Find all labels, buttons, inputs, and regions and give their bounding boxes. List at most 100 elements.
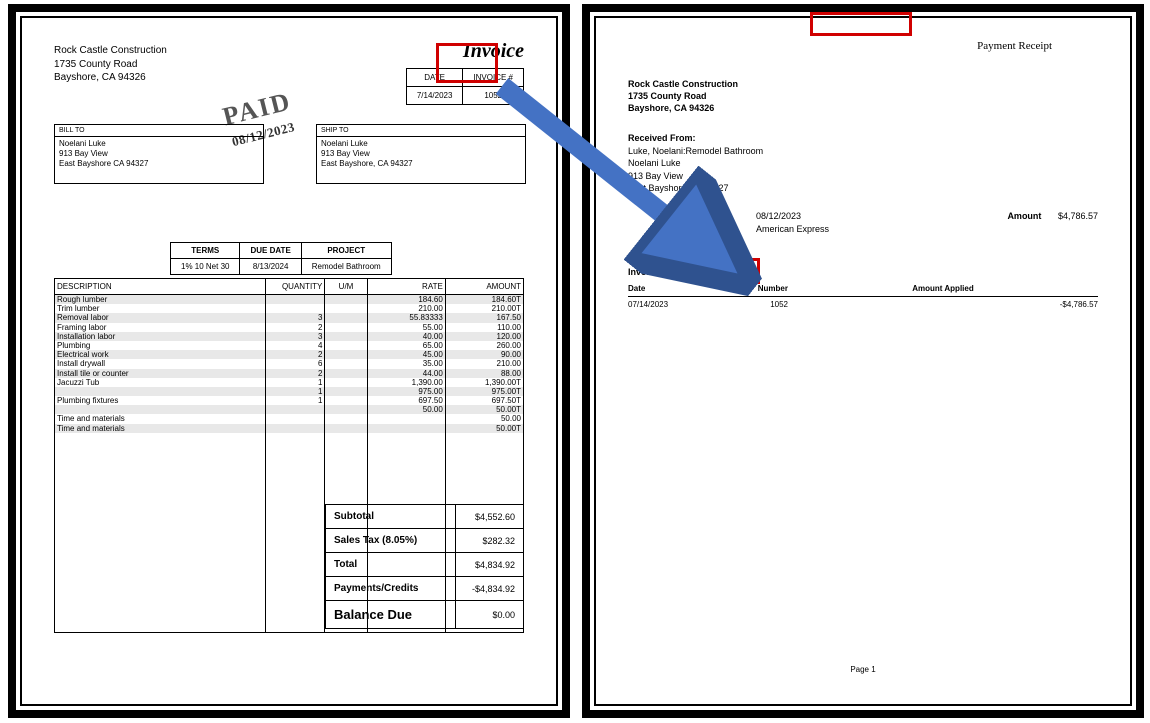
line-rate: 50.00 xyxy=(367,405,445,414)
line-um xyxy=(325,396,367,405)
line-rate: 44.00 xyxy=(367,369,445,378)
line-um xyxy=(325,424,367,433)
tax-label: Sales Tax (8.05%) xyxy=(326,529,456,553)
line-qty: 1 xyxy=(266,378,325,387)
subtotal-value: $4,552.60 xyxy=(456,505,524,529)
payments-value: -$4,834.92 xyxy=(456,577,524,601)
invoice-page: Rock Castle Construction 1735 County Roa… xyxy=(8,4,570,718)
table-row: 50.0050.00T xyxy=(55,405,524,414)
col-amount: AMOUNT xyxy=(445,279,523,295)
receipt-inner: Payment Receipt Rock Castle Construction… xyxy=(604,26,1122,696)
paid-date: 07/14/2023 xyxy=(628,299,708,310)
receipt-title: Payment Receipt xyxy=(977,40,1052,52)
line-qty: 1 xyxy=(266,387,325,396)
terms-value: 1% 10 Net 30 xyxy=(171,259,240,275)
line-rate: 697.50 xyxy=(367,396,445,405)
line-amount: 88.00 xyxy=(445,369,523,378)
line-desc: Plumbing fixtures xyxy=(55,396,266,405)
line-rate: 65.00 xyxy=(367,341,445,350)
amount-block: Amount $4,786.57 xyxy=(1007,210,1098,223)
table-row: Electrical work245.0090.00 xyxy=(55,350,524,359)
line-qty: 2 xyxy=(266,350,325,359)
table-row: Plumbing fixtures1697.50697.50T xyxy=(55,396,524,405)
line-desc: Install drywall xyxy=(55,359,266,368)
line-qty xyxy=(266,424,325,433)
tax-value: $282.32 xyxy=(456,529,524,553)
ship-to-city: East Bayshore, CA 94327 xyxy=(321,159,521,169)
received-from-block: Received From: Luke, Noelani:Remodel Bat… xyxy=(628,132,763,195)
line-um xyxy=(325,387,367,396)
line-desc: Removal labor xyxy=(55,313,266,322)
line-qty: 4 xyxy=(266,341,325,350)
received-from-label: Received From: xyxy=(628,132,763,145)
due-header: DUE DATE xyxy=(240,243,301,259)
highlight-receipt-number xyxy=(698,258,760,284)
line-desc xyxy=(55,387,266,396)
line-rate xyxy=(367,414,445,423)
r-company-street: 1735 County Road xyxy=(628,90,738,102)
ref-label: Ref. No. xyxy=(660,235,756,248)
line-desc: Electrical work xyxy=(55,350,266,359)
method: American Express xyxy=(756,223,829,236)
line-qty: 6 xyxy=(266,359,325,368)
balance-value: $0.00 xyxy=(456,601,524,629)
bill-to-box: BILL TO Noelani Luke 913 Bay View East B… xyxy=(54,124,264,184)
invoice-date: 7/14/2023 xyxy=(406,87,463,105)
line-um xyxy=(325,323,367,332)
highlight-invoice-number xyxy=(436,43,498,83)
line-um xyxy=(325,359,367,368)
ship-to-box: SHIP TO Noelani Luke 913 Bay View East B… xyxy=(316,124,526,184)
bill-to-name: Noelani Luke xyxy=(59,139,259,149)
table-row: Install tile or counter244.0088.00 xyxy=(55,369,524,378)
table-row: Installation labor340.00120.00 xyxy=(55,332,524,341)
line-amount: 210.00T xyxy=(445,304,523,313)
line-amount: 120.00 xyxy=(445,332,523,341)
col-um: U/M xyxy=(325,279,367,295)
amount-label: Amount xyxy=(1007,211,1041,221)
line-qty: 2 xyxy=(266,323,325,332)
line-amount: 1,390.00T xyxy=(445,378,523,387)
ship-to-name: Noelani Luke xyxy=(321,139,521,149)
subtotal-label: Subtotal xyxy=(326,505,456,529)
line-um xyxy=(325,304,367,313)
table-row: Jacuzzi Tub11,390.001,390.00T xyxy=(55,378,524,387)
table-row: Plumbing465.00260.00 xyxy=(55,341,524,350)
line-amount: 50.00T xyxy=(445,405,523,414)
receipt-page: Payment Receipt Rock Castle Construction… xyxy=(582,4,1144,718)
line-amount: 90.00 xyxy=(445,350,523,359)
line-desc: Installation labor xyxy=(55,332,266,341)
line-um xyxy=(325,405,367,414)
totals-box: Subtotal$4,552.60 Sales Tax (8.05%)$282.… xyxy=(325,504,524,629)
paid-number: 1052 xyxy=(708,299,788,310)
line-um xyxy=(325,350,367,359)
line-um xyxy=(325,295,367,305)
line-qty: 3 xyxy=(266,313,325,322)
line-desc xyxy=(55,405,266,414)
table-row: Rough lumber184.60184.60T xyxy=(55,295,524,305)
line-desc: Time and materials xyxy=(55,414,266,423)
receipt-company: Rock Castle Construction 1735 County Roa… xyxy=(628,78,738,114)
terms-box: TERMS DUE DATE PROJECT 1% 10 Net 30 8/13… xyxy=(170,242,392,275)
project-header: PROJECT xyxy=(301,243,391,259)
highlight-receipt-title xyxy=(810,12,912,36)
total-value: $4,834.92 xyxy=(456,553,524,577)
line-um xyxy=(325,341,367,350)
line-qty xyxy=(266,405,325,414)
method-label: Payment Method xyxy=(660,223,756,236)
line-rate: 210.00 xyxy=(367,304,445,313)
total-label: Total xyxy=(326,553,456,577)
line-amount: 260.00 xyxy=(445,341,523,350)
ship-to-label: SHIP TO xyxy=(317,125,525,137)
line-qty xyxy=(266,304,325,313)
amount-value: $4,786.57 xyxy=(1058,211,1098,221)
line-rate: 184.60 xyxy=(367,295,445,305)
line-rate: 1,390.00 xyxy=(367,378,445,387)
page-number: Page 1 xyxy=(604,665,1122,674)
payment-info: Date Received08/12/2023 Payment MethodAm… xyxy=(660,210,829,248)
col-quantity: QUANTITY xyxy=(266,279,325,295)
paid-header-row: Date Number Amount Applied xyxy=(628,283,1098,297)
line-desc: Install tile or counter xyxy=(55,369,266,378)
line-rate: 55.00 xyxy=(367,323,445,332)
bill-to-street: 913 Bay View xyxy=(59,149,259,159)
line-qty xyxy=(266,295,325,305)
